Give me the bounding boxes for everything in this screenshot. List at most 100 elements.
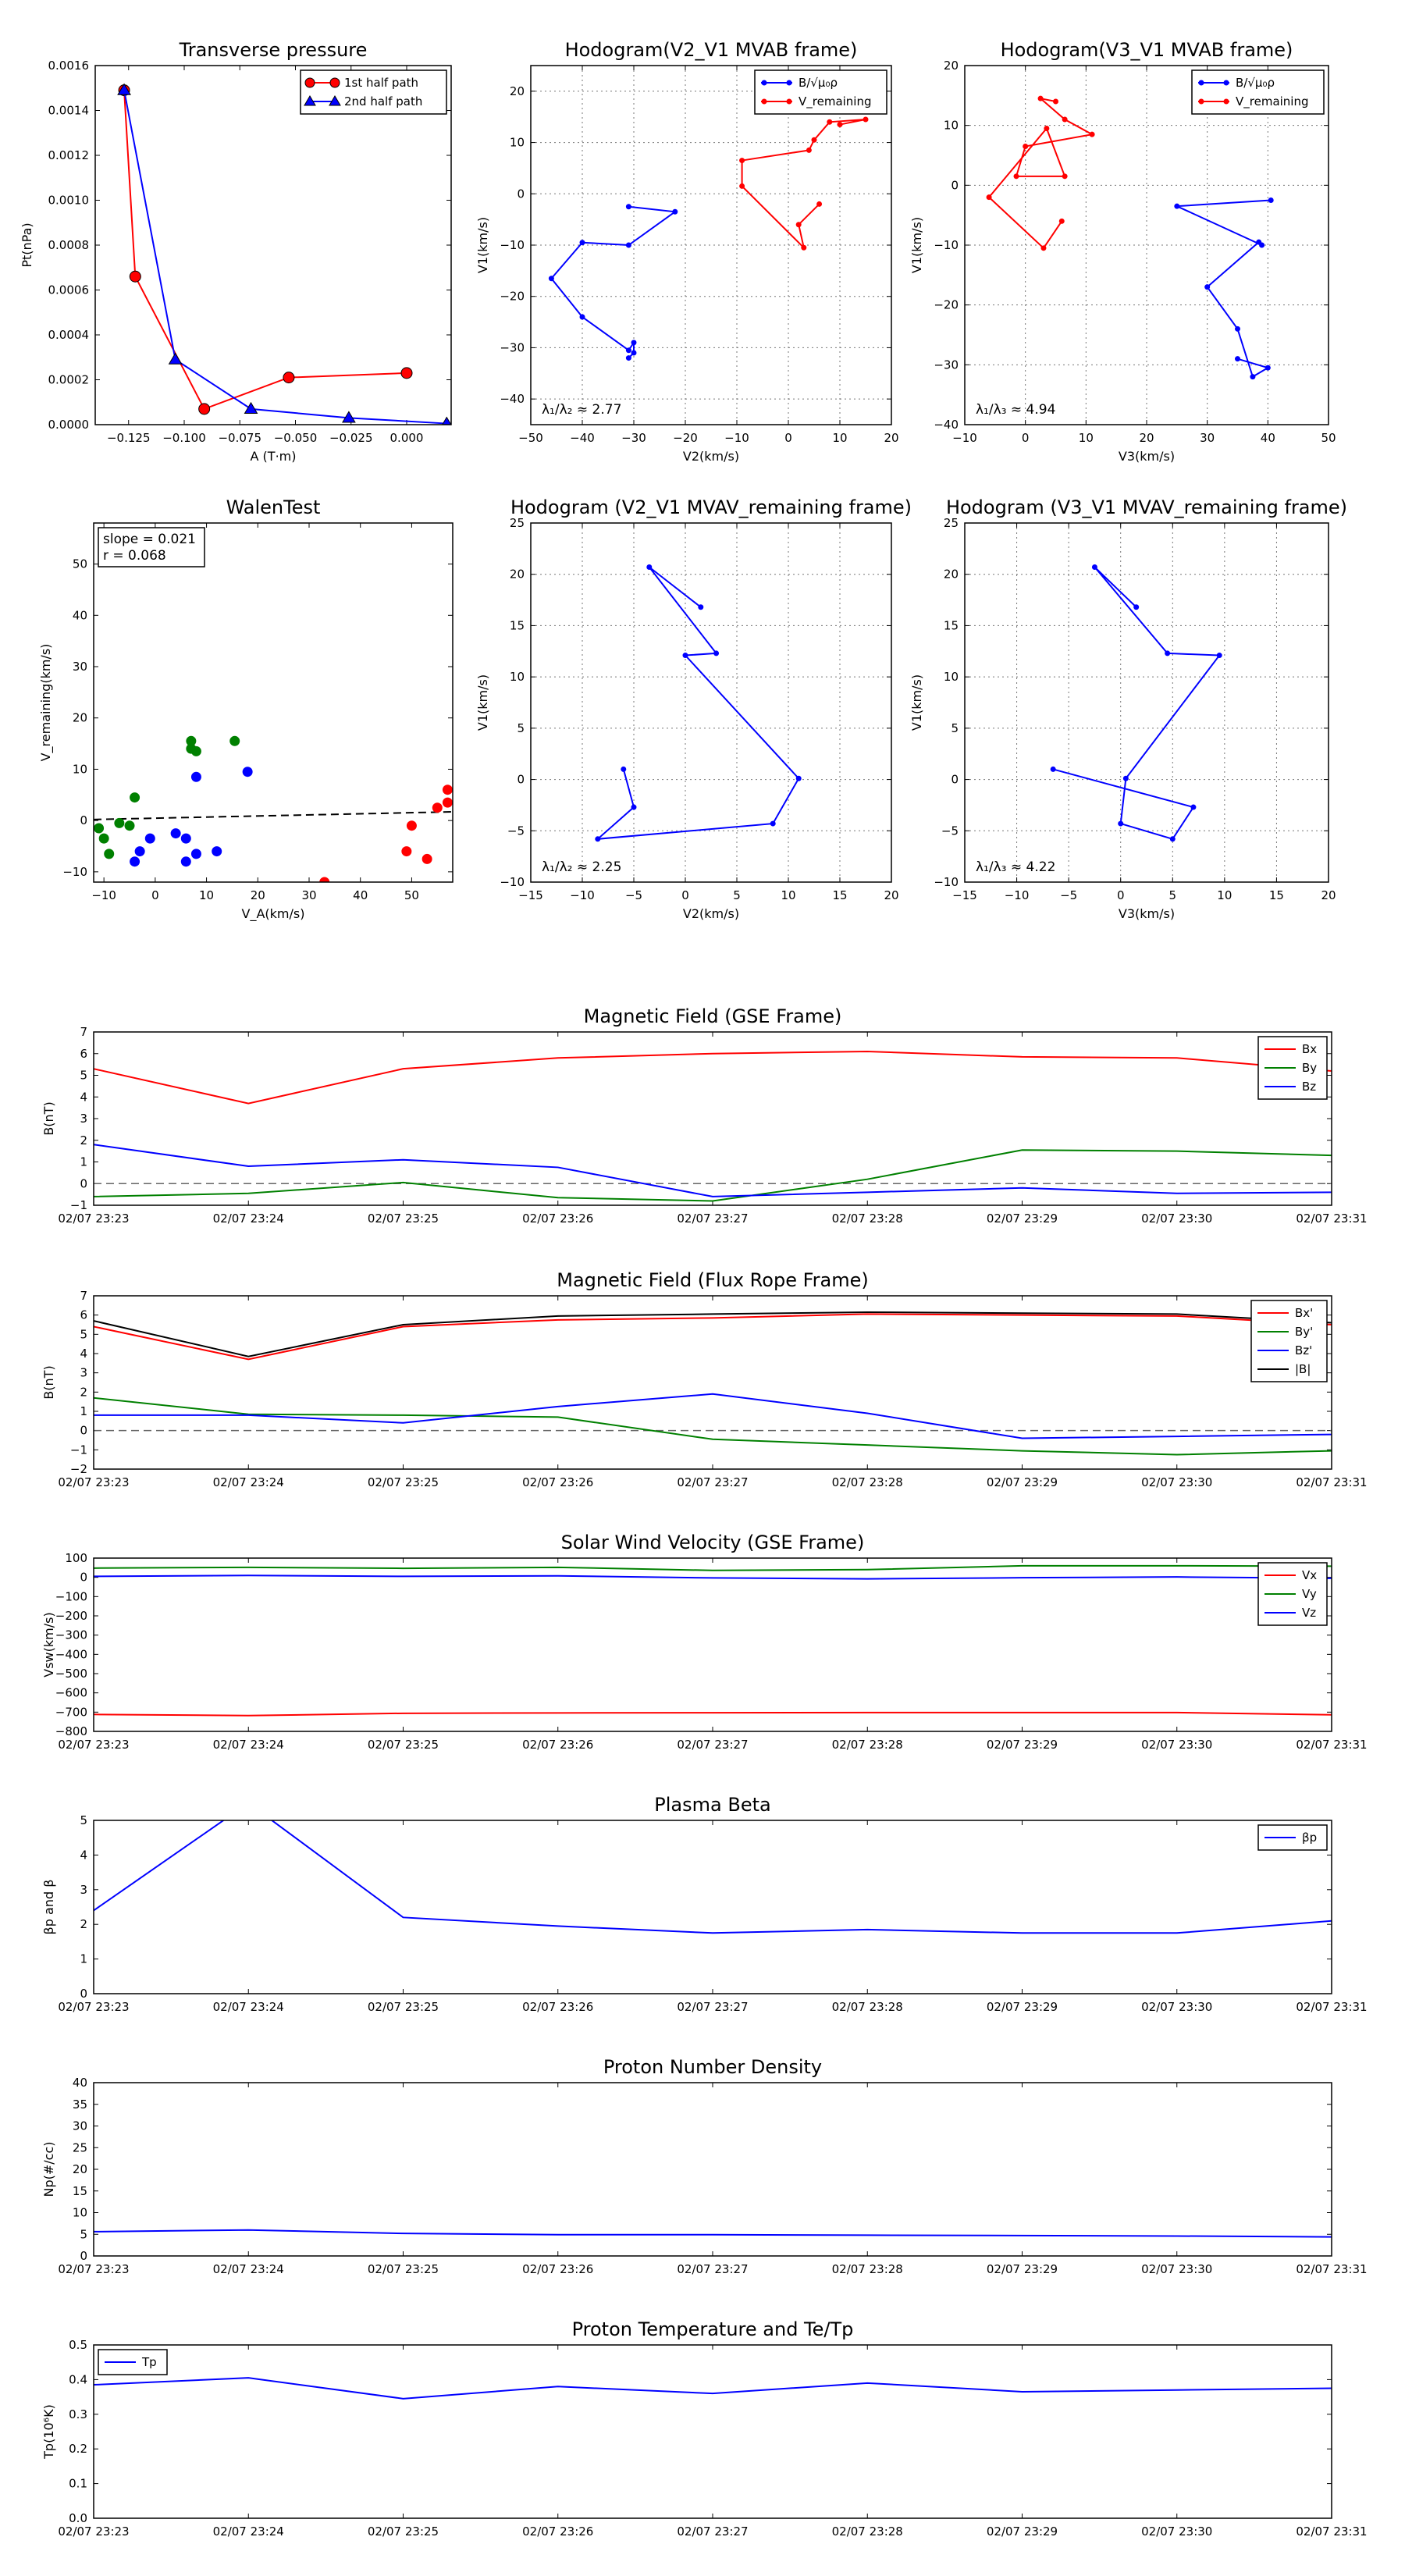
chart-title: Solar Wind Velocity (GSE Frame) <box>561 1532 865 1553</box>
x-tick-label: 02/07 23:26 <box>522 2000 593 2014</box>
y-tick-label: −600 <box>55 1686 87 1700</box>
data-point <box>579 240 585 246</box>
scatter-point <box>124 820 135 831</box>
y-tick-label: 7 <box>80 1025 87 1039</box>
x-tick-label: 02/07 23:31 <box>1296 1738 1367 1752</box>
scatter-point <box>130 856 140 867</box>
series-line-by <box>94 1149 1332 1202</box>
legend-marker <box>761 98 767 105</box>
y-tick-label: −10 <box>500 875 525 889</box>
y-tick-label: 0.0004 <box>48 328 90 342</box>
x-tick-label: 0.000 <box>390 431 424 445</box>
chart-title: Hodogram(V3_V1 MVAB frame) <box>1001 39 1293 61</box>
x-tick-label: 02/07 23:31 <box>1296 2524 1367 2539</box>
x-tick-label: 02/07 23:30 <box>1141 2000 1212 2014</box>
y-tick-label: −10 <box>62 865 87 879</box>
y-tick-label: −20 <box>934 298 959 312</box>
y-tick-label: −40 <box>934 418 959 432</box>
x-tick-label: 02/07 23:28 <box>832 1212 903 1226</box>
axes-frame <box>530 65 892 425</box>
axes-frame <box>93 1031 1332 1206</box>
y-tick-label: 0 <box>517 773 525 787</box>
y-tick-label: −30 <box>500 340 525 354</box>
y-tick-label: 10 <box>73 762 87 776</box>
legend-marker <box>329 95 341 106</box>
y-tick-label: 1 <box>80 1155 87 1169</box>
chart-panel-7: Magnetic Field (GSE Frame) 02/07 23:23 02/… <box>41 1005 1368 1226</box>
y-tick-label: −100 <box>55 1589 87 1603</box>
data-point <box>801 244 807 251</box>
data-point <box>863 116 869 123</box>
legend-marker <box>304 95 316 106</box>
y-tick-label: −10 <box>934 238 959 252</box>
x-tick-label: 02/07 23:25 <box>368 1738 439 1752</box>
x-tick-label: 10 <box>832 431 847 445</box>
legend-label: βp <box>1302 1831 1317 1845</box>
plot-area <box>94 2229 1332 2238</box>
series-line-p <box>94 1820 1332 1934</box>
x-tick-label: 5 <box>1169 888 1177 902</box>
y-tick-label: 0.0016 <box>48 59 90 73</box>
x-tick-label: −10 <box>1005 888 1030 902</box>
y-tick-label: 10 <box>510 136 525 150</box>
data-point <box>1250 374 1256 380</box>
legend-label: Bx' <box>1295 1306 1313 1320</box>
data-point <box>837 122 843 128</box>
y-tick-label: −1 <box>70 1443 87 1457</box>
axes-frame <box>530 522 892 883</box>
y-tick-label: 20 <box>73 711 87 725</box>
x-axis-label: V3(km/s) <box>1119 906 1175 921</box>
legend-box <box>300 69 447 115</box>
x-tick-label: 20 <box>251 888 265 902</box>
y-tick-label: 40 <box>73 608 87 622</box>
x-tick-label: 02/07 23:28 <box>832 1738 903 1752</box>
data-point <box>117 83 131 95</box>
chart-panel-4: WalenTest −10 0 10 20 30 40 50 −10 0 10 20 30 40 50 V_A… <box>38 496 454 922</box>
data-point <box>1058 218 1065 224</box>
x-tick-label: −0.025 <box>329 431 373 445</box>
scatter-point <box>180 856 191 867</box>
y-tick-label: 15 <box>944 618 959 632</box>
y-tick-label: −40 <box>500 392 525 406</box>
y-tick-label: 0.2 <box>69 2442 87 2456</box>
chart-panel-2: Hodogram(V2_V1 MVAB frame) −50 −40 −30 −20 −1… <box>475 39 899 464</box>
y-tick-label: 0.0 <box>69 2511 87 2525</box>
x-tick-label: 02/07 23:30 <box>1141 2524 1212 2539</box>
x-tick-label: 02/07 23:24 <box>213 2000 284 2014</box>
x-tick-label: 02/07 23:23 <box>58 1475 129 1489</box>
y-axis-label: V1(km/s) <box>909 217 924 273</box>
legend-marker <box>304 77 315 88</box>
y-tick-label: 20 <box>510 84 525 98</box>
chart-panel-3: Hodogram(V3_V1 MVAB frame) −10 0 10 20 30 40 50… <box>909 39 1336 464</box>
data-point <box>1091 564 1097 571</box>
x-tick-label: 02/07 23:30 <box>1141 1475 1212 1489</box>
data-point <box>739 183 745 189</box>
x-tick-label: −10 <box>91 888 116 902</box>
x-tick-label: 20 <box>1321 888 1336 902</box>
data-point <box>1256 239 1262 245</box>
scatter-point <box>190 849 201 859</box>
data-point <box>1040 245 1047 251</box>
y-tick-label: 20 <box>944 568 959 582</box>
scatter-point <box>319 877 330 882</box>
axes-frame <box>93 522 454 883</box>
x-tick-label: 02/07 23:23 <box>58 2000 129 2014</box>
data-point <box>1053 98 1058 105</box>
legend: B/√μ₀ρ V_remaining <box>1191 69 1325 115</box>
x-tick-label: 02/07 23:24 <box>213 1212 284 1226</box>
x-tick-label: −40 <box>570 431 595 445</box>
data-point <box>342 411 356 423</box>
x-tick-label: −0.100 <box>162 431 206 445</box>
x-tick-label: 10 <box>781 888 795 902</box>
data-point <box>1089 131 1095 137</box>
legend: Tp <box>98 2349 168 2375</box>
data-point <box>795 222 802 228</box>
axes-frame <box>964 65 1329 425</box>
scatter-point <box>180 833 191 844</box>
x-tick-label: 02/07 23:25 <box>368 1212 439 1226</box>
data-point <box>1133 604 1140 610</box>
legend: B/√μ₀ρ V_remaining <box>754 69 887 115</box>
data-point <box>1044 126 1050 131</box>
y-tick-label: −20 <box>500 290 525 304</box>
axes-frame <box>93 1557 1332 1732</box>
